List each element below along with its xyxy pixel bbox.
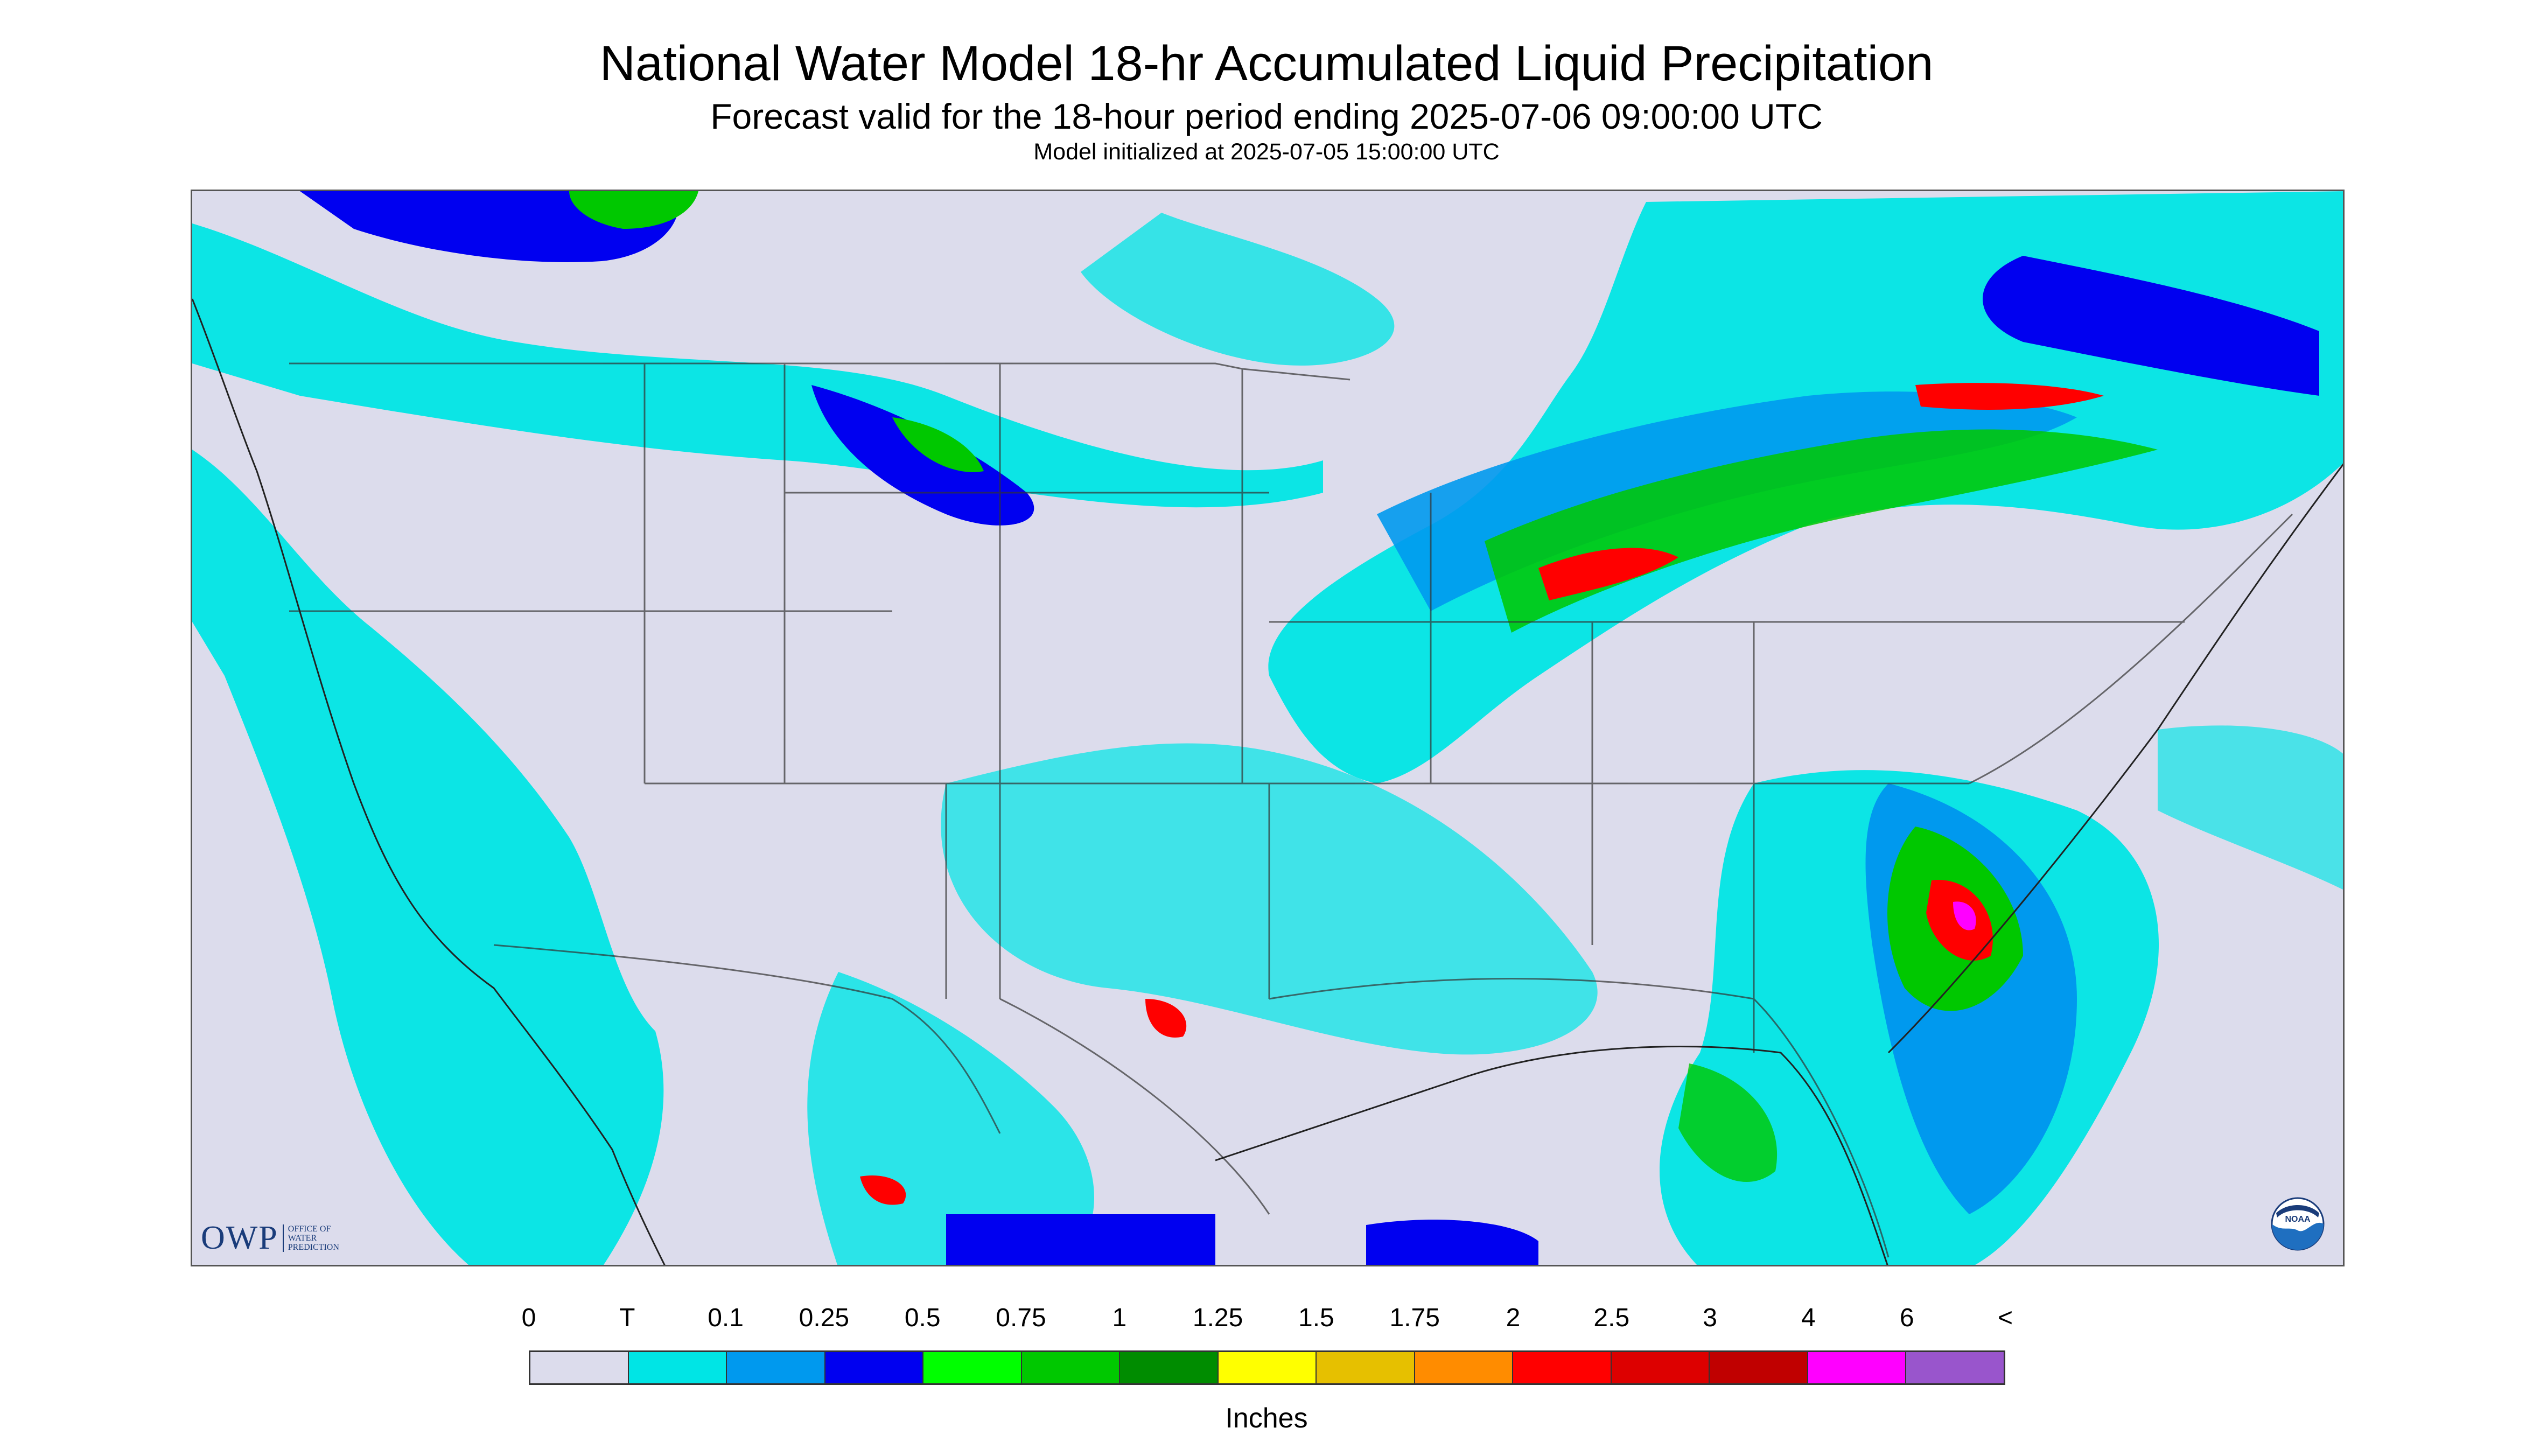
legend-swatch <box>1021 1352 1121 1383</box>
legend-tick-label: 0.5 <box>904 1304 941 1332</box>
legend-tick-label: T <box>619 1304 635 1332</box>
legend-swatch <box>1513 1352 1612 1383</box>
precipitation-map: OWP Office of Water Prediction NOAA <box>191 190 2345 1266</box>
legend-swatch <box>727 1352 825 1383</box>
model-init-line: Model initialized at 2025-07-05 15:00:00… <box>1033 139 1500 165</box>
owp-logo: OWP Office of Water Prediction <box>201 1219 358 1257</box>
legend-tick-label: 1.75 <box>1389 1304 1440 1332</box>
legend-tick-label: 6 <box>1899 1304 1914 1332</box>
legend-swatch <box>530 1352 629 1383</box>
legend-swatch <box>825 1352 924 1383</box>
owp-logo-text: OWP <box>201 1220 278 1256</box>
legend-tick-label: 1.25 <box>1192 1304 1243 1332</box>
map-subtitle: Forecast valid for the 18-hour period en… <box>710 96 1823 136</box>
legend-tick-label: < <box>1997 1304 2013 1332</box>
legend-swatch <box>1120 1352 1219 1383</box>
legend-swatch <box>1218 1352 1317 1383</box>
legend-swatch <box>1415 1352 1514 1383</box>
noaa-logo-icon: NOAA <box>2271 1197 2325 1251</box>
legend-tick-label: 4 <box>1801 1304 1816 1332</box>
map-title: National Water Model 18-hr Accumulated L… <box>599 36 1934 91</box>
legend-tick-label: 0 <box>521 1304 536 1332</box>
legend-swatch <box>1710 1352 1808 1383</box>
legend-swatch <box>1317 1352 1415 1383</box>
boundaries-layer <box>289 362 2293 1258</box>
noaa-logo-text: NOAA <box>2285 1215 2311 1224</box>
legend-swatch <box>1611 1352 1710 1383</box>
intense-precip-layer <box>860 383 2104 1205</box>
coastline-layer <box>192 298 2343 1265</box>
legend-swatch <box>1808 1352 1907 1383</box>
legend-tick-label: 0.75 <box>996 1304 1046 1332</box>
legend-tick-label: 2.5 <box>1593 1304 1630 1332</box>
legend-tick-label: 0.25 <box>799 1304 850 1332</box>
legend-swatch <box>628 1352 727 1383</box>
legend-tick-label: 3 <box>1703 1304 1717 1332</box>
legend-tick-label: 0.1 <box>708 1304 744 1332</box>
legend-swatch <box>1906 1352 2004 1383</box>
color-legend: 0 T 0.1 0.25 0.5 0.75 1 1.25 1.5 1.75 2 2.5 3 4 6 < <box>522 1303 2013 1385</box>
legend-tick-label: 1 <box>1112 1304 1127 1332</box>
legend-tick-label: 1.5 <box>1298 1304 1334 1332</box>
map-canvas <box>192 191 2343 1265</box>
legend-tick-label: 2 <box>1506 1304 1521 1332</box>
legend-swatch <box>923 1352 1022 1383</box>
owp-logo-subtext: Office of Water Prediction <box>282 1224 358 1252</box>
legend-units-label: Inches <box>1225 1403 1308 1434</box>
legend-colorbar <box>529 1350 2005 1385</box>
